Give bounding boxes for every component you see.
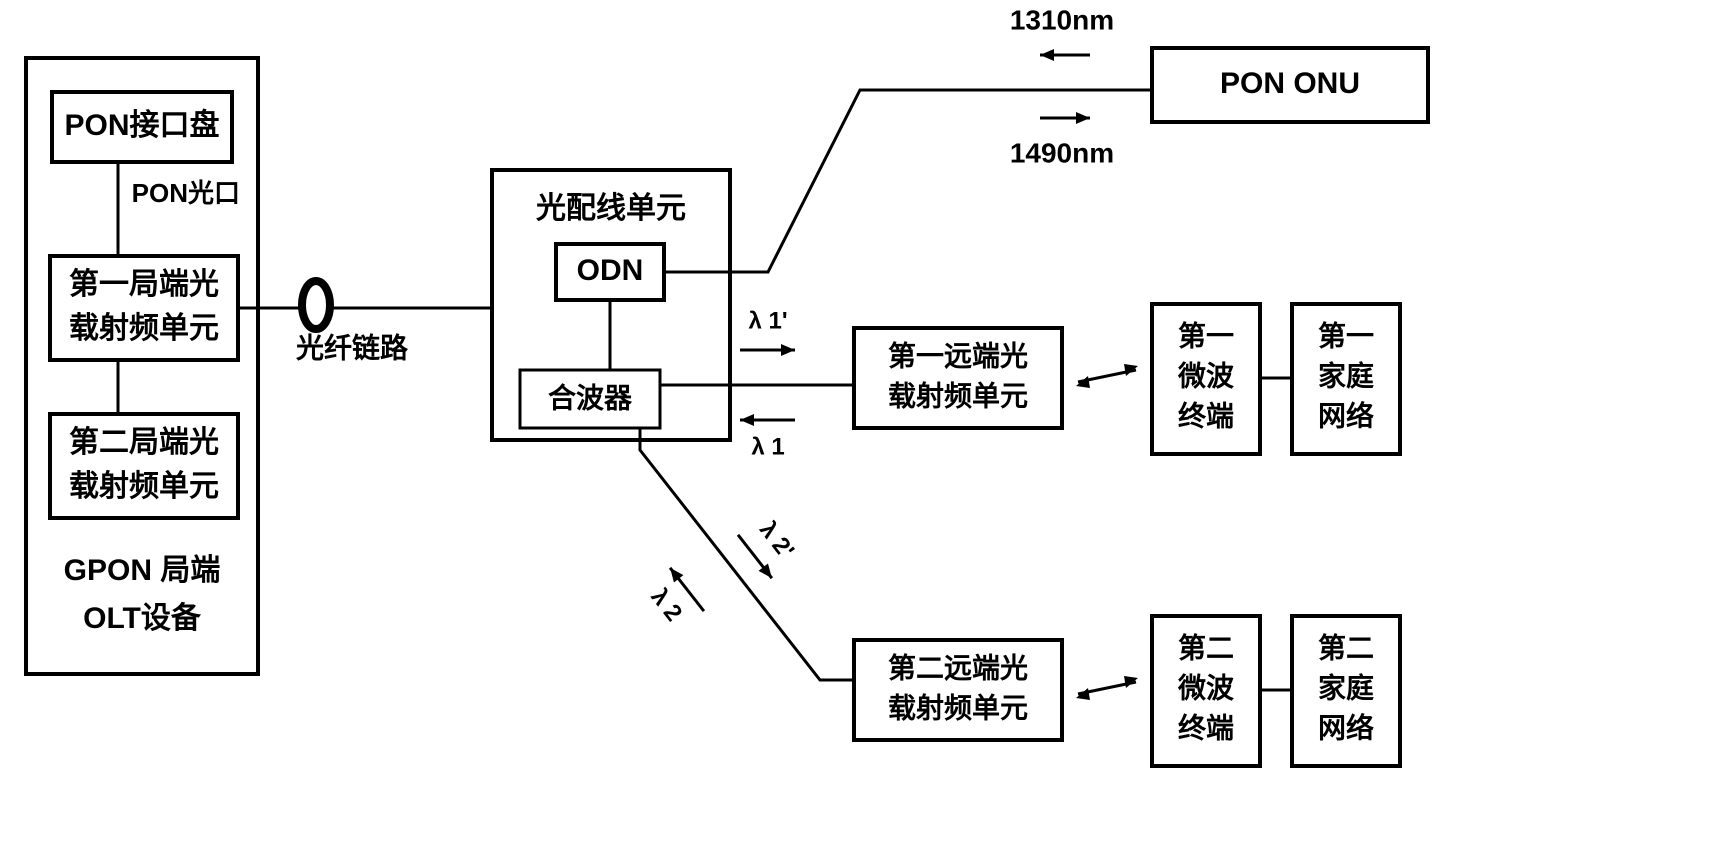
micro-term-1-l2: 微波 — [1177, 360, 1235, 391]
rf-unit-2-l2: 载射频单元 — [69, 470, 219, 503]
rf2-lambda-back: λ 2 — [645, 584, 687, 627]
rf2-lambda-fwd: λ 2' — [754, 516, 799, 563]
odu-group: 光配线单元 ODN 合波器 — [492, 170, 730, 440]
remote-branch-2: λ 2' λ 2 第二远端光 载射频单元 第二 微波 终端 第二 家庭 网络 — [639, 428, 1400, 766]
rf1-lambda-fwd: λ 1' — [748, 307, 787, 334]
home-net-1-l1: 第一 — [1318, 319, 1374, 351]
pon-onu-group: PON ONU 1310nm 1490nm — [664, 4, 1428, 272]
olt-group: PON接口盘 PON光口 第一局端光 载射频单元 第二局端光 载射频单元 GPO… — [26, 58, 258, 674]
micro-term-2-l2: 微波 — [1177, 672, 1235, 703]
rf2-arrow-fwd: λ 2' — [733, 510, 804, 582]
onu-wave-down: 1490nm — [1010, 137, 1114, 168]
home-net-2-l2: 家庭 — [1318, 671, 1374, 703]
onu-wave-up: 1310nm — [1010, 4, 1114, 35]
wireless-icon-1 — [1076, 364, 1138, 388]
rf1-arrow-back — [740, 414, 795, 426]
olt-title-l1: GPON 局端 — [64, 554, 221, 587]
onu-arrow-left — [1040, 49, 1090, 61]
home-net-2-l1: 第二 — [1318, 631, 1374, 663]
combiner-rf2-conn — [640, 428, 854, 680]
pon-board-label: PON接口盘 — [64, 108, 219, 142]
remote-rf2-l1: 第二远端光 — [888, 651, 1028, 683]
rf-unit-1-l2: 载射频单元 — [69, 312, 219, 345]
micro-term-2-l1: 第二 — [1178, 631, 1234, 663]
rf-unit-2-l1: 第二局端光 — [69, 425, 219, 459]
remote-rf1-l2: 载射频单元 — [888, 380, 1028, 411]
rf2-arrow-back: λ 2 — [639, 564, 709, 635]
odu-title: 光配线单元 — [536, 192, 686, 225]
home-net-1-l2: 家庭 — [1318, 359, 1374, 391]
fiber-link: 光纤链路 — [238, 281, 492, 363]
fiber-loop-icon — [302, 281, 330, 329]
rf1-lambda-back: λ 1 — [751, 433, 784, 460]
pon-port-label: PON光口 — [132, 178, 240, 208]
home-net-2-l3: 网络 — [1318, 711, 1374, 743]
remote-branch-1: λ 1' λ 1 第一远端光 载射频单元 第一 微波 终端 第一 家庭 网络 — [660, 304, 1400, 460]
wireless-icon-2 — [1076, 676, 1138, 700]
onu-arrow-right — [1040, 112, 1090, 124]
micro-term-2-l3: 终端 — [1178, 712, 1234, 743]
pon-onu-label: PON ONU — [1220, 67, 1360, 100]
micro-term-1-l1: 第一 — [1178, 319, 1234, 351]
rf-unit-1-l1: 第一局端光 — [69, 267, 219, 301]
olt-title-l2: OLT设备 — [83, 601, 202, 635]
remote-rf2-l2: 载射频单元 — [888, 692, 1028, 723]
network-diagram: PON接口盘 PON光口 第一局端光 载射频单元 第二局端光 载射频单元 GPO… — [0, 0, 1736, 843]
remote-rf1-l1: 第一远端光 — [888, 339, 1028, 371]
combiner-label: 合波器 — [548, 381, 633, 413]
rf1-arrow-fwd — [740, 344, 795, 356]
fiber-label: 光纤链路 — [295, 332, 409, 363]
odn-label: ODN — [577, 254, 644, 287]
home-net-1-l3: 网络 — [1318, 399, 1374, 431]
micro-term-1-l3: 终端 — [1178, 400, 1234, 431]
